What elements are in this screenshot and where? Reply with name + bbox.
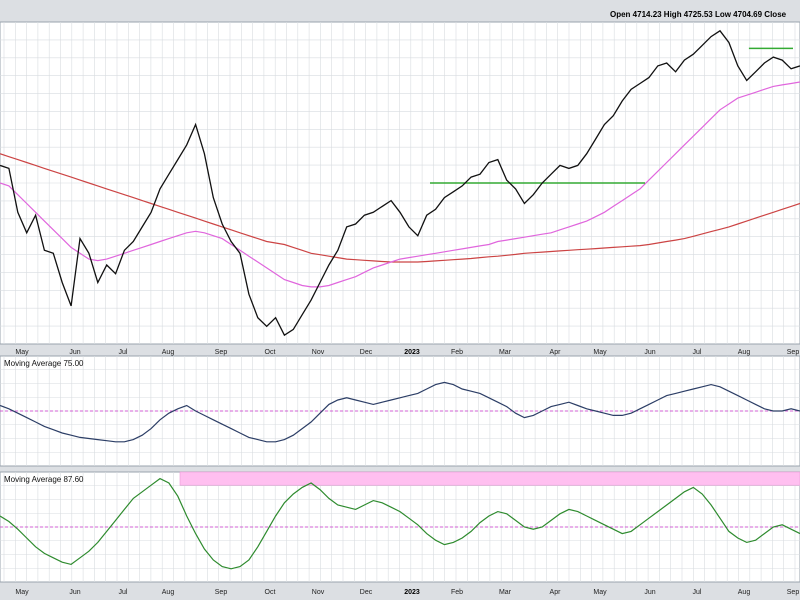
- x-tick-label: Sep: [215, 589, 228, 596]
- indicator1-label: Moving Average 75.00: [4, 359, 84, 368]
- price-line: [0, 29, 800, 337]
- x-tick-label: Sep: [787, 349, 800, 356]
- x-axis-labels: May Jun Jul Aug Sep Oct Nov Dec 2023 Feb Mar Apr May…: [15, 349, 799, 596]
- price-grid: [0, 22, 800, 344]
- x-tick-label: 2023: [404, 589, 420, 596]
- indicator1-line: [0, 381, 800, 443]
- x-tick-label: 2023: [404, 349, 420, 356]
- x-tick-label: Feb: [451, 349, 463, 356]
- x-tick-label: Jun: [69, 349, 80, 356]
- x-tick-label: May: [15, 349, 29, 356]
- x-tick-label: Jul: [693, 589, 702, 596]
- x-tick-label: Sep: [787, 589, 800, 596]
- band-rect: [179, 471, 800, 486]
- x-tick-label: Oct: [265, 349, 276, 356]
- x-tick-label: Jun: [644, 349, 655, 356]
- x-tick-label: Dec: [360, 589, 373, 596]
- x-tick-label: Dec: [360, 349, 373, 356]
- indicator2-label: Moving Average 87.60: [4, 475, 84, 484]
- x-tick-label: Mar: [499, 589, 512, 596]
- x-tick-label: Nov: [312, 349, 325, 356]
- x-tick-label: Aug: [162, 589, 175, 596]
- x-tick-label: May: [593, 589, 607, 596]
- x-tick-label: Feb: [451, 589, 463, 596]
- indicator2-line: [0, 477, 800, 570]
- x-tick-label: Aug: [162, 349, 175, 356]
- long-moving-average-line: [0, 153, 800, 263]
- x-tick-label: Jun: [69, 589, 80, 596]
- x-tick-label: Jun: [644, 589, 655, 596]
- x-tick-label: Aug: [738, 589, 751, 596]
- x-tick-label: Nov: [312, 589, 325, 596]
- x-tick-label: Apr: [550, 349, 562, 356]
- short-moving-average-line: [0, 81, 800, 288]
- x-tick-label: May: [15, 589, 29, 596]
- x-tick-label: Jul: [119, 349, 128, 356]
- x-tick-label: Jul: [693, 349, 702, 356]
- overbought-band: [179, 471, 800, 486]
- x-tick-label: Aug: [738, 349, 751, 356]
- x-tick-label: May: [593, 349, 607, 356]
- x-tick-label: Sep: [215, 349, 228, 356]
- x-tick-label: Mar: [499, 349, 512, 356]
- ohlc-readout: Open 4714.23 High 4725.53 Low 4704.69 Cl…: [610, 10, 787, 19]
- x-tick-label: Jul: [119, 589, 128, 596]
- x-tick-label: Oct: [265, 589, 276, 596]
- x-tick-label: Apr: [550, 589, 562, 596]
